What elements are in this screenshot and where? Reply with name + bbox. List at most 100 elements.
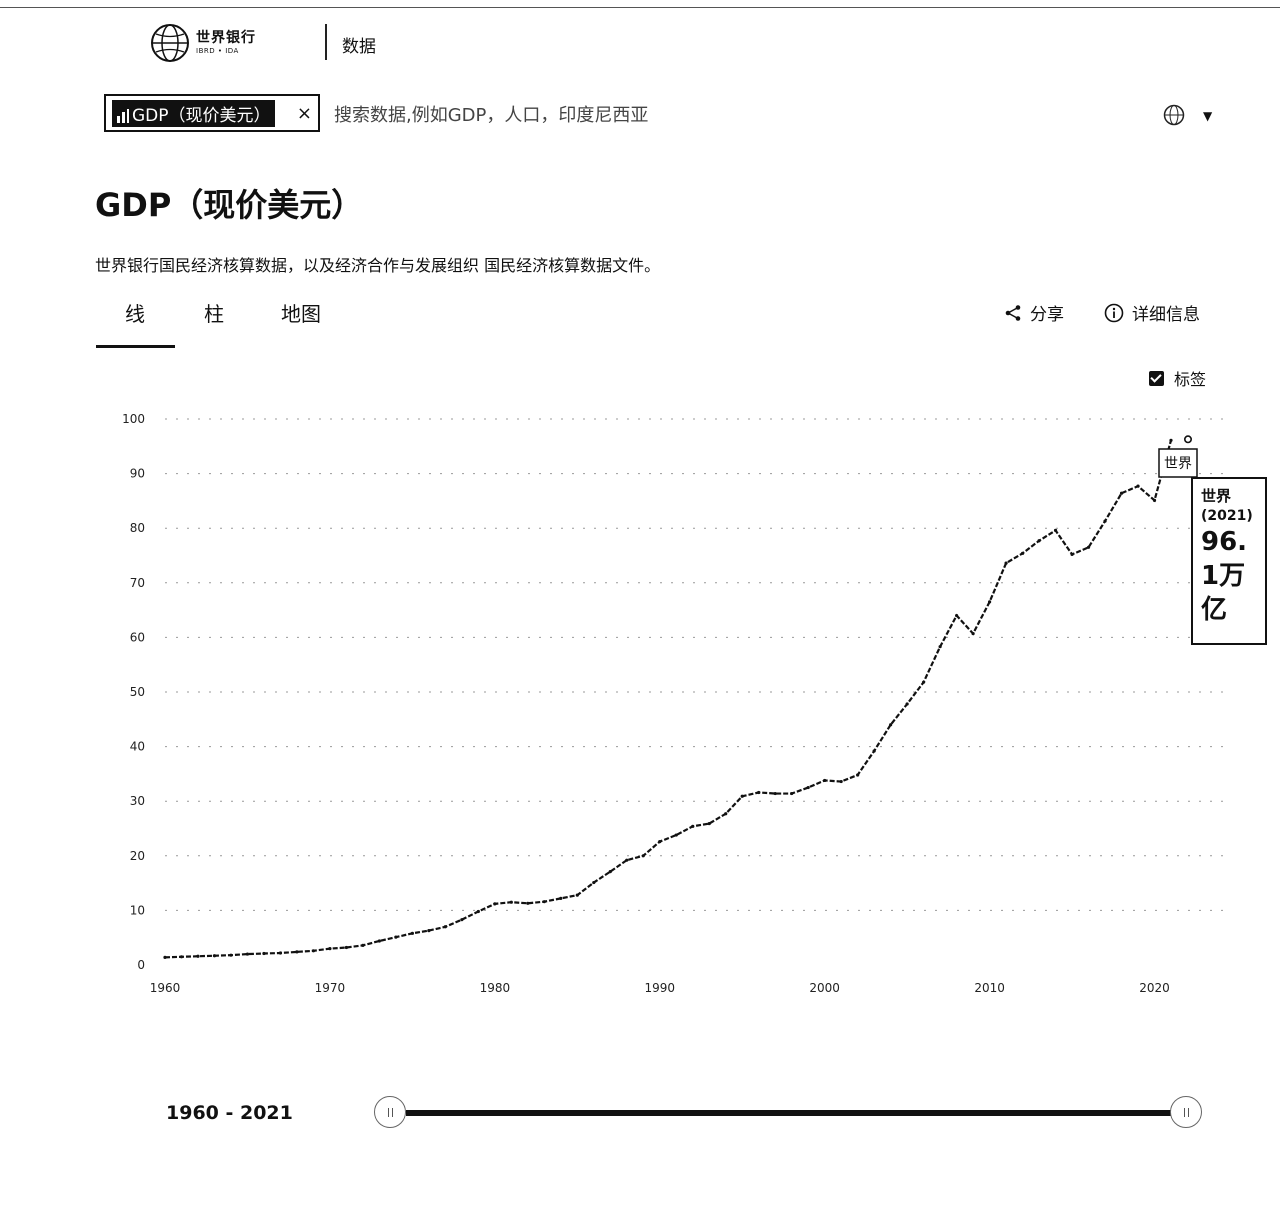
data-point: [377, 939, 381, 943]
data-point: [905, 702, 909, 706]
logo-name: 世界银行: [196, 30, 256, 46]
indicator-chip[interactable]: GDP（现价美元） ×: [104, 94, 320, 132]
labels-checkbox[interactable]: [1149, 370, 1164, 386]
data-point: [410, 931, 414, 935]
page-title: GDP（现价美元）: [95, 186, 364, 224]
logo-text[interactable]: 世界银行 IBRD • IDA: [196, 31, 256, 55]
indicator-chip-label: GDP（现价美元）: [132, 105, 271, 126]
data-point: [559, 896, 563, 900]
language-globe-icon[interactable]: [1163, 104, 1185, 126]
data-point: [592, 880, 596, 885]
data-point: [922, 680, 926, 684]
data-point: [773, 791, 777, 796]
data-point: [1119, 491, 1124, 495]
logo-subtitle: IBRD • IDA: [196, 47, 239, 55]
data-point: [427, 929, 431, 933]
share-label: 分享: [1030, 305, 1064, 325]
data-point: [476, 909, 480, 914]
data-point: [575, 893, 579, 897]
data-point: [196, 954, 200, 958]
data-point: [856, 773, 860, 777]
data-point: [987, 600, 992, 604]
data-point: [1169, 438, 1173, 442]
x-tick-label: 2000: [809, 981, 840, 995]
data-point: [344, 945, 349, 950]
y-tick-label: 40: [130, 740, 145, 754]
x-tick-label: 1970: [315, 981, 346, 995]
tab-map[interactable]: 地图: [281, 302, 321, 326]
data-point: [394, 935, 398, 939]
data-tooltip: 世界 (2021) 96.1万亿: [1191, 477, 1267, 645]
series-line-world: [164, 440, 1173, 959]
series-label-box: [1158, 448, 1198, 478]
data-point: [1020, 551, 1025, 555]
data-point: [212, 954, 217, 958]
data-point: [889, 723, 893, 727]
data-point: [443, 925, 447, 929]
x-tick-label: 1960: [150, 981, 181, 995]
data-point: [1004, 561, 1008, 565]
x-tick-label: 2010: [974, 981, 1005, 995]
data-point: [1103, 519, 1107, 523]
data-point: [1053, 528, 1058, 532]
tooltip-year: (2021): [1201, 508, 1253, 524]
data-point: [328, 947, 332, 951]
data-point: [691, 824, 695, 828]
data-point: [625, 858, 629, 862]
range-end-handle[interactable]: [1170, 1096, 1202, 1128]
data-point: [1037, 539, 1041, 543]
data-section-link[interactable]: 数据: [342, 37, 376, 57]
data-point: [872, 749, 876, 753]
data-point: [674, 833, 678, 837]
data-point: [1136, 484, 1140, 488]
y-tick-label: 20: [130, 849, 145, 863]
labels-toggle-label: 标签: [1174, 370, 1207, 389]
data-point: [641, 854, 645, 858]
details-button[interactable]: 详细信息: [1104, 300, 1200, 325]
data-point: [509, 900, 513, 904]
data-point: [179, 955, 184, 959]
highlight-point: [1184, 435, 1193, 444]
data-point: [262, 951, 266, 956]
x-tick-label: 2020: [1139, 981, 1170, 995]
data-point: [823, 778, 827, 783]
data-point: [526, 901, 530, 905]
y-tick-label: 100: [122, 412, 145, 426]
data-point: [608, 870, 612, 874]
y-tick-label: 80: [130, 521, 145, 535]
year-range-track[interactable]: [406, 1110, 1176, 1116]
range-start-handle[interactable]: [374, 1096, 406, 1128]
share-icon: [1005, 304, 1021, 321]
data-point: [839, 779, 843, 784]
year-range-label: 1960 - 2021: [166, 1102, 293, 1124]
x-tick-label: 1980: [480, 981, 511, 995]
data-point: [295, 950, 299, 954]
gdp-line-chart: 0 10 20 30 40 50 60 70 80 90 100 1960 1970 1980 1990 20…: [122, 412, 1225, 995]
data-point: [278, 951, 283, 955]
labels-toggle[interactable]: 标签: [1149, 366, 1206, 390]
header-divider: [325, 24, 327, 60]
data-point: [806, 785, 810, 790]
tooltip-value: 96.1万亿: [1201, 527, 1248, 625]
tab-line[interactable]: 线: [125, 302, 145, 326]
world-bank-globe-icon[interactable]: [150, 23, 190, 63]
data-point: [658, 840, 662, 844]
tab-bar[interactable]: 柱: [204, 302, 224, 326]
data-point: [707, 821, 711, 826]
details-label: 详细信息: [1132, 305, 1200, 325]
data-point: [1152, 498, 1157, 502]
chevron-down-icon[interactable]: ▼: [1203, 109, 1213, 123]
share-button[interactable]: 分享: [1004, 300, 1064, 325]
data-point: [938, 645, 942, 649]
data-point: [1086, 545, 1091, 549]
y-tick-label: 10: [130, 903, 145, 917]
search-input[interactable]: [332, 96, 1116, 134]
y-tick-label: 60: [130, 630, 145, 644]
data-point: [311, 949, 316, 953]
info-icon: [1104, 303, 1124, 322]
close-icon[interactable]: ×: [296, 102, 312, 124]
data-point: [229, 953, 233, 957]
data-point: [740, 794, 744, 798]
y-tick-label: 70: [130, 576, 145, 590]
x-tick-label: 1990: [644, 981, 675, 995]
